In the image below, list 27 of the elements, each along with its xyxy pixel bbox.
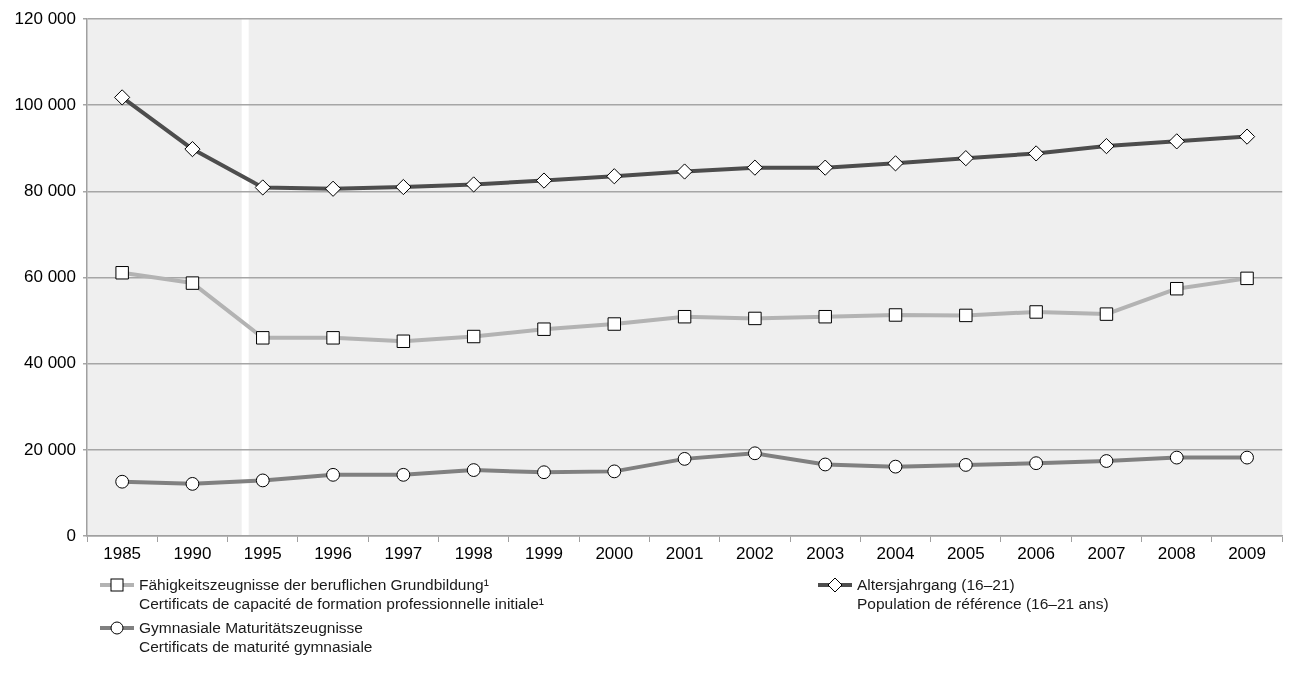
x-tick-label: 1999 [525,543,563,563]
x-tick-label: 1990 [173,543,212,563]
x-tick-label: 2009 [1228,543,1266,563]
x-tick-label: 2008 [1157,543,1196,563]
x-tick-label: 2002 [735,543,774,563]
x-tick-label: 1996 [314,543,352,563]
y-tick-label: 80 000 [24,181,76,201]
x-tick-label: 1985 [103,543,142,563]
y-tick-label: 0 [66,525,76,545]
y-tick-label: 120 000 [14,8,76,28]
y-tick-label: 60 000 [24,267,76,287]
x-tick-label: 2005 [946,543,985,563]
y-tick-label: 100 000 [14,94,76,114]
legend-label: Fähigkeitszeugnisse der beruflichen Grundbildung¹ Certificats de capacité de formation professionnelle initiale¹ [139,575,544,613]
x-tick-label: 1995 [243,543,282,563]
legend-label: Gymnasiale Maturitätszeugnisse Certificats de maturité gymnasiale [139,618,373,656]
y-tick-label: 20 000 [24,439,76,459]
x-tick-label: 2000 [595,543,634,563]
x-tick-label: 1997 [384,543,423,563]
x-tick-label: 2007 [1087,543,1126,563]
x-tick-label: 2003 [806,543,845,563]
x-tick-label: 2004 [876,543,915,563]
y-tick-label: 40 000 [24,353,76,373]
x-tick-label: 2001 [665,543,704,563]
x-tick-label: 1998 [454,543,493,563]
x-tick-label: 2006 [1017,543,1056,563]
legend-label: Altersjahrgang (16–21) Population de référence (16–21 ans) [857,575,1109,613]
